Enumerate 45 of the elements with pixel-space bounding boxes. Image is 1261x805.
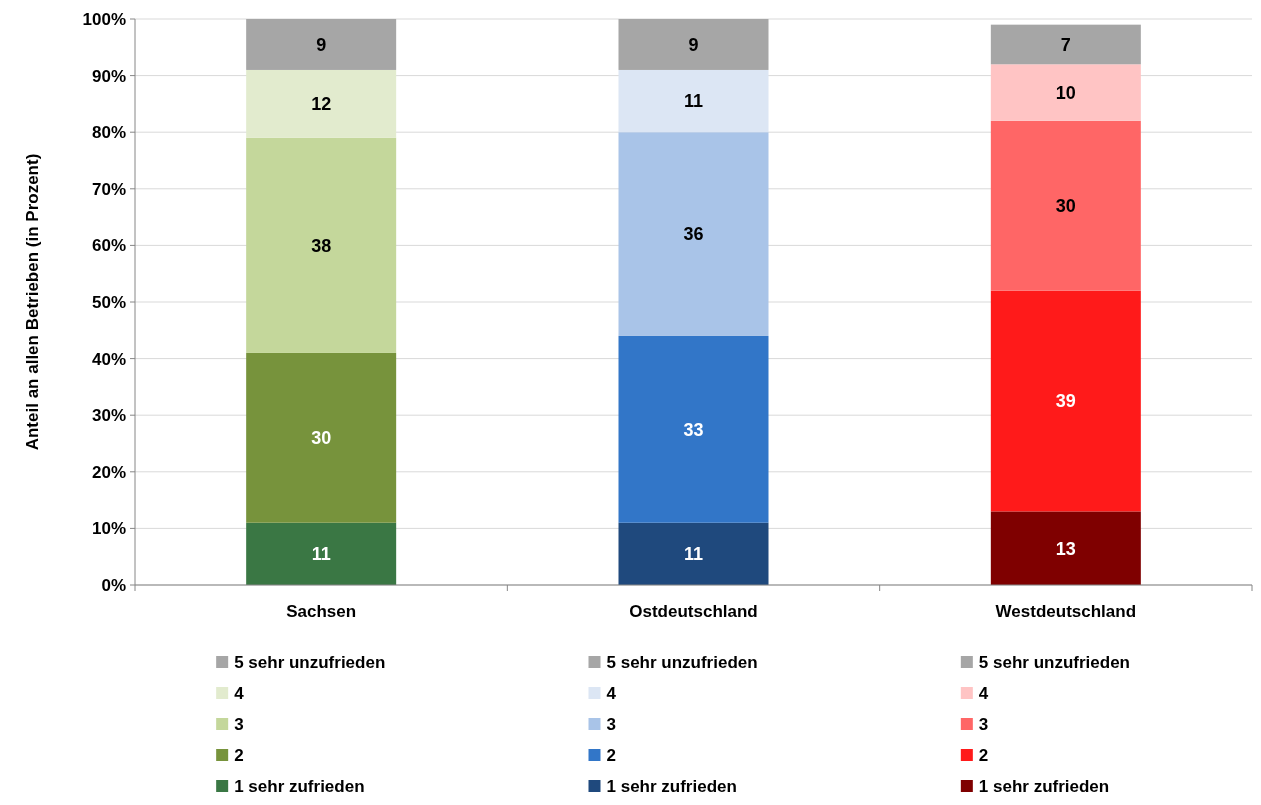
y-tick-label: 20% [91,462,126,482]
legend-label: 1 sehr zufrieden [606,776,737,796]
legend-label: 1 sehr zufrieden [978,776,1110,796]
legend-label: 4 [234,683,245,703]
data-label: 11 [311,544,331,565]
data-label: 9 [688,34,699,55]
x-tick-label: Westdeutschland [995,602,1137,621]
y-tick-label: 30% [91,406,126,426]
legend-label: 3 [978,714,989,734]
legend-label: 1 sehr zufrieden [234,776,365,796]
legend-label: 5 sehr unzufrieden [606,652,758,672]
data-label: 11 [683,544,704,565]
y-tick-label: 40% [91,349,126,369]
legend-label: 2 [234,745,244,765]
x-tick-label: Sachsen [286,602,357,621]
y-tick-label: 50% [91,292,126,312]
y-axis-title: Anteil an allen Betrieben (in Prozent) [23,153,42,451]
data-label: 7 [1060,34,1071,55]
data-label: 33 [683,419,704,440]
data-label: 13 [1055,538,1076,559]
data-label: 10 [1055,82,1076,103]
data-label: 30 [311,428,332,449]
y-tick-label: 100% [82,9,126,29]
data-label: 9 [316,34,327,55]
legend-label: 5 sehr unzufrieden [978,652,1130,672]
data-label: 30 [1055,196,1076,217]
legend-label: 3 [606,714,616,734]
data-label: 39 [1055,391,1076,412]
y-tick-label: 0% [101,575,126,595]
x-tick-label: Ostdeutschland [629,602,758,621]
y-tick-label: 70% [91,179,126,199]
y-tick-label: 60% [91,236,126,256]
data-label: 36 [683,224,704,245]
y-tick-label: 80% [91,123,126,143]
data-label: 11 [683,91,704,112]
legend-label: 2 [606,745,616,765]
data-label: 38 [311,235,332,256]
y-tick-label: 90% [91,66,126,86]
data-label: 12 [311,94,332,115]
legend-label: 4 [978,683,989,703]
legend-label: 3 [234,714,244,734]
y-tick-label: 10% [91,519,126,539]
legend-label: 5 sehr unzufrieden [234,652,386,672]
legend-label: 4 [606,683,617,703]
legend-label: 2 [978,745,989,765]
